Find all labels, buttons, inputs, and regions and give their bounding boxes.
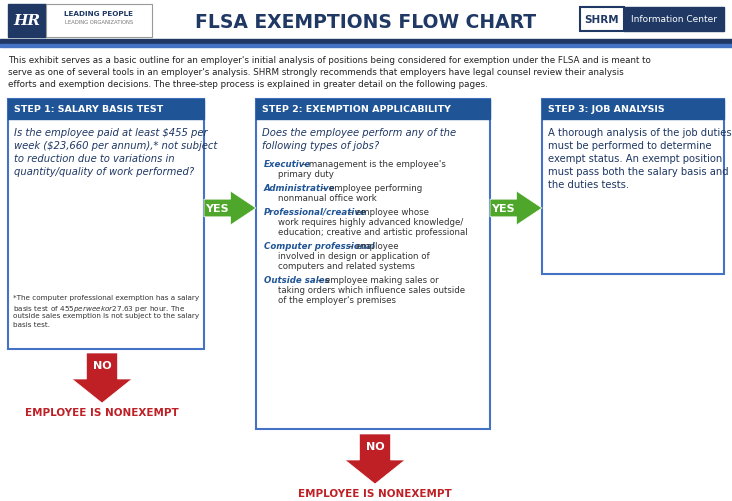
Text: HR: HR [13,14,40,28]
Text: Professional/creative: Professional/creative [264,207,367,216]
Text: EMPLOYEE IS NONEXEMPT: EMPLOYEE IS NONEXEMPT [25,407,179,417]
Text: YES: YES [206,203,229,213]
Text: to reduction due to variations in: to reduction due to variations in [14,154,175,164]
Text: *The computer professional exemption has a salary: *The computer professional exemption has… [13,295,199,301]
Text: LEADING PEOPLE: LEADING PEOPLE [64,11,133,17]
Text: exempt status. An exempt position: exempt status. An exempt position [548,154,722,164]
Text: must pass both the salary basis and: must pass both the salary basis and [548,167,728,177]
Bar [0,40,732,45]
Bar [542,100,724,120]
Text: Executive: Executive [264,160,311,169]
Polygon shape [490,191,542,225]
Text: Administrative: Administrative [264,184,336,192]
Bar [8,100,204,349]
Text: – employee whose: – employee whose [346,207,429,216]
Text: Computer professional: Computer professional [264,241,375,250]
Polygon shape [345,434,405,484]
Bar [256,100,490,120]
Text: taking orders which influence sales outside: taking orders which influence sales outs… [278,286,465,295]
Text: week ($23,660 per annum),* not subject: week ($23,660 per annum),* not subject [14,141,217,151]
Text: – management is the employee's: – management is the employee's [299,160,446,169]
Text: NO: NO [93,360,111,370]
Bar [8,100,204,120]
Text: basis test.: basis test. [13,321,50,327]
Text: must be performed to determine: must be performed to determine [548,141,712,151]
Polygon shape [72,353,132,403]
Text: STEP 2: EXEMPTION APPLICABILITY: STEP 2: EXEMPTION APPLICABILITY [262,105,451,114]
Text: – employee: – employee [346,241,398,250]
Text: SHRM: SHRM [585,15,619,25]
Text: quantity/quality of work performed?: quantity/quality of work performed? [14,167,194,177]
Text: Outside sales: Outside sales [264,276,329,285]
Text: – employee making sales or: – employee making sales or [315,276,438,285]
Text: Information Center: Information Center [631,16,717,25]
Bar [624,8,724,32]
Text: LEADING ORGANIZATIONS: LEADING ORGANIZATIONS [65,21,133,26]
Text: of the employer's premises: of the employer's premises [278,296,396,305]
Text: the duties tests.: the duties tests. [548,180,629,189]
Bar [580,8,624,32]
Bar [256,100,490,429]
Text: EMPLOYEE IS NONEXEMPT: EMPLOYEE IS NONEXEMPT [298,488,452,498]
Text: YES: YES [491,203,515,213]
Text: computers and related systems: computers and related systems [278,262,415,271]
Text: STEP 3: JOB ANALYSIS: STEP 3: JOB ANALYSIS [548,105,665,114]
Text: FLSA EXEMPTIONS FLOW CHART: FLSA EXEMPTIONS FLOW CHART [195,13,537,32]
Bar [0,45,732,48]
Text: involved in design or application of: involved in design or application of [278,252,430,261]
Bar [46,5,152,38]
Text: serve as one of several tools in an employer's analysis. SHRM strongly recommend: serve as one of several tools in an empl… [8,68,624,77]
Text: – employee performing: – employee performing [318,184,422,192]
Text: basis test of $455 per week or $27.63 per hour. The: basis test of $455 per week or $27.63 pe… [13,304,185,313]
Text: This exhibit serves as a basic outline for an employer's initial analysis of pos: This exhibit serves as a basic outline f… [8,56,651,65]
Text: Does the employee perform any of the: Does the employee perform any of the [262,128,456,138]
Text: primary duty: primary duty [278,170,334,179]
Text: nonmanual office work: nonmanual office work [278,193,377,202]
Text: efforts and exemption decisions. The three-step process is explained in greater : efforts and exemption decisions. The thr… [8,80,488,89]
Bar [542,100,724,275]
Text: outside sales exemption is not subject to the salary: outside sales exemption is not subject t… [13,313,199,318]
Text: Is the employee paid at least $455 per: Is the employee paid at least $455 per [14,128,208,138]
Polygon shape [204,191,256,225]
Text: education; creative and artistic professional: education; creative and artistic profess… [278,227,468,236]
Text: NO: NO [366,441,384,451]
Bar [8,5,46,38]
Text: A thorough analysis of the job duties: A thorough analysis of the job duties [548,128,731,138]
Text: following types of jobs?: following types of jobs? [262,141,379,151]
Text: STEP 1: SALARY BASIS TEST: STEP 1: SALARY BASIS TEST [14,105,163,114]
Text: work requires highly advanced knowledge/: work requires highly advanced knowledge/ [278,217,463,226]
